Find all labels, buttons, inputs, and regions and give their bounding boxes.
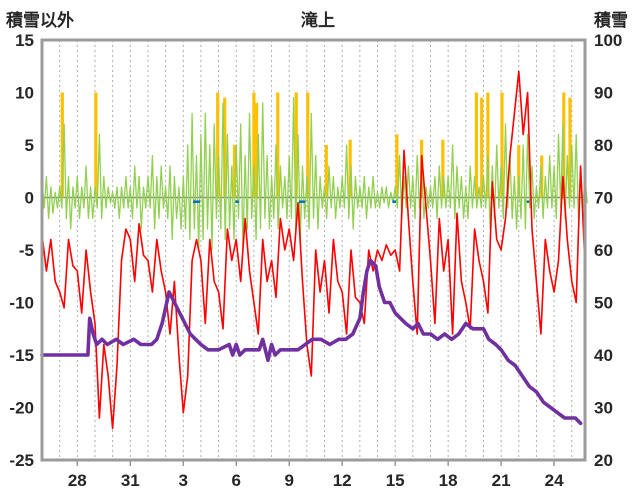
orange-bars-bar [276,92,280,198]
red-line-line [41,70,586,430]
orange-bars-bar [486,92,490,198]
purple-line-line [40,258,583,426]
right-axis-title: 積雪 [594,11,628,30]
orange-bars-bar [306,92,310,198]
right-axis-tick-label: 100 [594,31,622,50]
right-axis-tick-label: 80 [594,136,613,155]
plot-frame [40,38,587,462]
left-axis-tick-label: -25 [9,451,34,470]
orange-bars-bar [395,134,399,198]
left-axis-tick-label: -15 [9,346,34,365]
x-axis-tick-label: 24 [545,471,564,490]
orange-bars-bar [216,92,220,198]
x-axis-tick-label: 28 [68,471,87,490]
left-axis-tick-label: 0 [25,189,34,208]
right-axis-tick-label: 30 [594,399,613,418]
orange-bars-bar [252,92,256,198]
orange-bars-bar [500,92,504,198]
x-axis-tick-label: 21 [492,471,511,490]
x-axis-tick-label: 15 [386,471,405,490]
orange-bars-bar [94,92,98,198]
orange-bars-bar [223,97,227,198]
left-axis-tick-label: 5 [25,136,34,155]
orange-bars-bar [480,97,484,198]
left-axis-tick-label: 15 [15,31,34,50]
orange-bars-bar [474,92,478,198]
x-axis-tick-label: 9 [284,471,293,490]
right-axis-tick-label: 50 [594,294,613,313]
left-axis-title: 積雪以外 [6,11,74,30]
orange-bars-bar [441,139,445,198]
left-axis-tick-label: -20 [9,399,34,418]
orange-bars-bar [294,92,298,198]
orange-bars-bar [517,145,521,198]
x-axis-tick-label: 6 [232,471,241,490]
left-axis-tick-label: -5 [19,241,34,260]
right-axis-tick-label: 40 [594,346,613,365]
orange-bars-bar [324,145,328,198]
x-axis-tick-label: 3 [179,471,188,490]
left-axis-tick-label: -10 [9,294,34,313]
orange-bars-bar [60,92,64,198]
x-axis-tick-label: 18 [439,471,458,490]
orange-bars-bar [232,145,237,198]
orange-bars-bar [348,139,352,198]
green-line-line [41,97,588,251]
right-axis-tick-label: 70 [594,189,613,208]
x-axis-tick-label: 31 [121,471,140,490]
x-axis-tick-label: 12 [333,471,352,490]
right-axis-tick-label: 90 [594,84,613,103]
right-axis-tick-label: 20 [594,451,613,470]
orange-bars-bar [254,103,259,198]
plot-area [42,40,585,460]
chart-title: 滝上 [301,11,335,30]
right-axis-tick-label: 60 [594,241,613,260]
left-axis-tick-label: 10 [15,84,34,103]
orange-bars-bar [568,97,572,198]
